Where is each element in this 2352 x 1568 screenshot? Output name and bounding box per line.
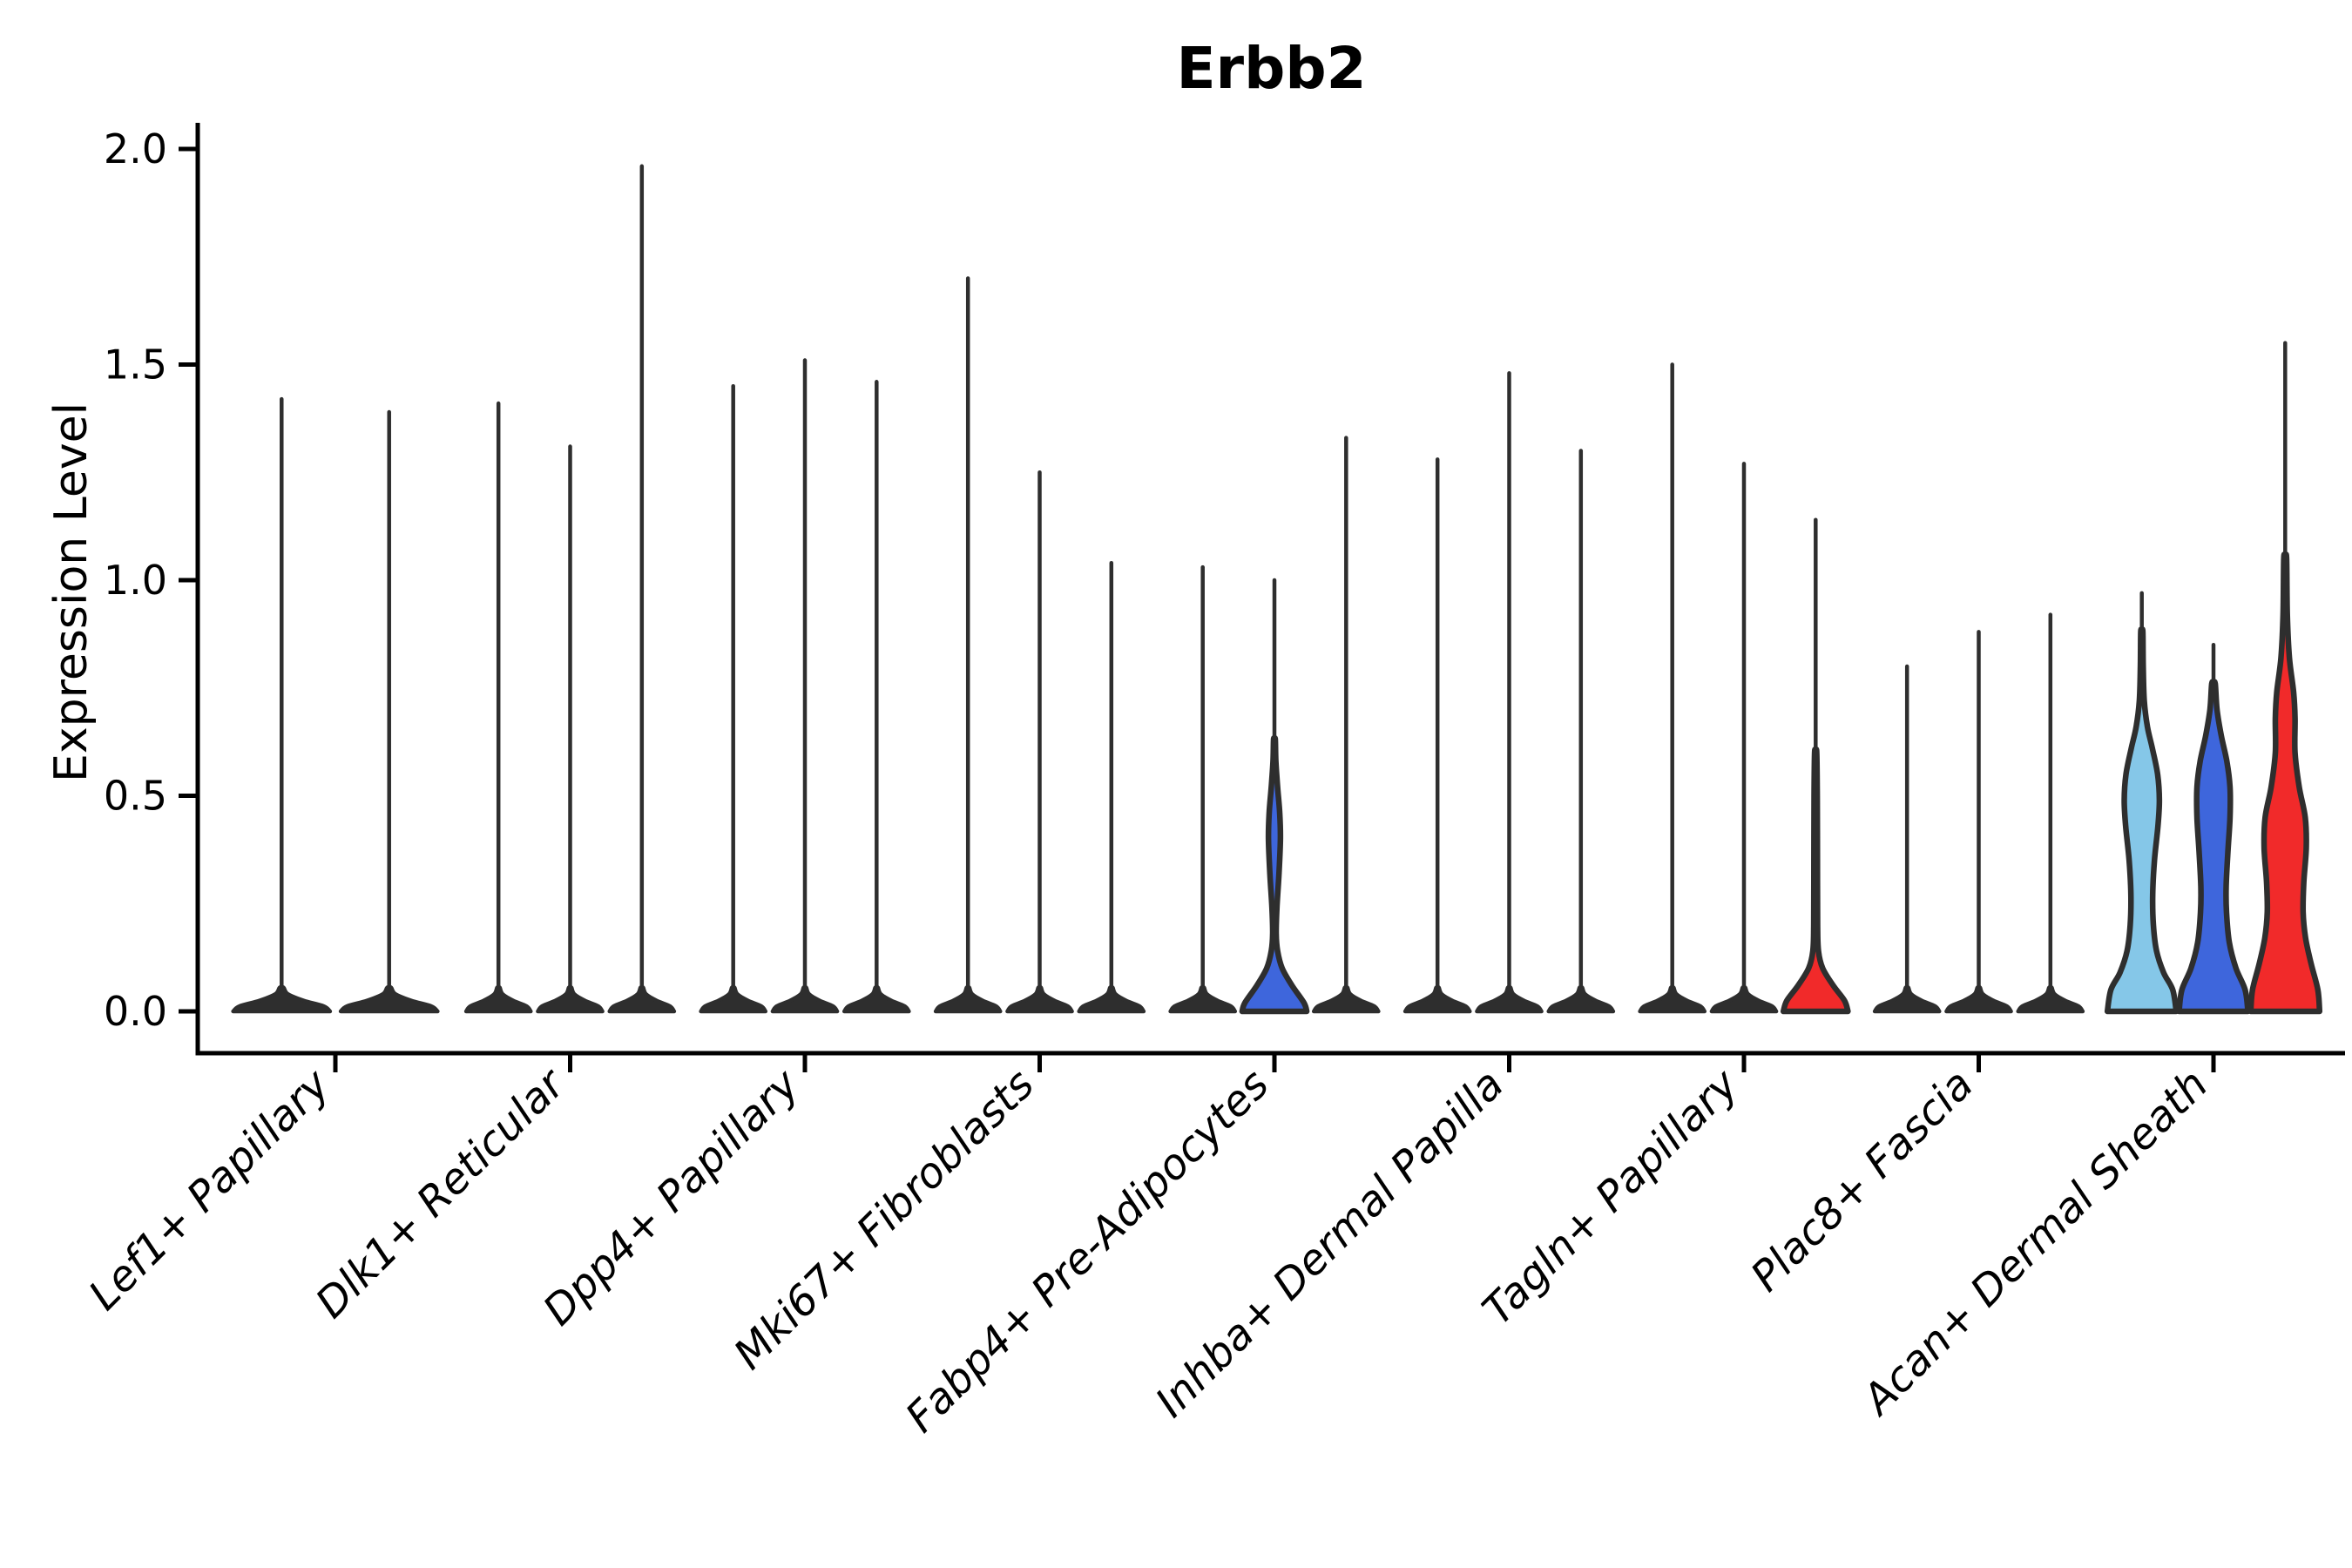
violin-body-4-0: [1168, 984, 1238, 1014]
violin-body-7-0: [1872, 984, 1942, 1014]
violin-body-8-1: [2176, 679, 2251, 1015]
violin-body-5-1: [1475, 984, 1544, 1014]
violin-body-2-0: [699, 984, 768, 1014]
violin-body-1-2: [607, 984, 677, 1014]
violin-body-5-0: [1402, 984, 1472, 1014]
violin-body-1-0: [463, 984, 533, 1014]
x-tick-label: Tagln+ Papillary: [1473, 1059, 1748, 1335]
violin-body-6-1: [1709, 984, 1779, 1014]
violin-body-8-2: [2247, 551, 2323, 1015]
violin-body-3-2: [1077, 984, 1146, 1014]
violin-body-6-0: [1638, 984, 1707, 1014]
violin-body-2-2: [841, 984, 911, 1014]
violin-body-7-2: [2016, 984, 2085, 1014]
violin-body-7-1: [1944, 984, 2013, 1014]
y-tick-label: 1.0: [104, 557, 167, 604]
y-tick-label: 0.0: [104, 988, 167, 1035]
violin-body-0-1: [338, 984, 440, 1014]
y-tick-label: 1.5: [104, 341, 167, 389]
violin-body-5-2: [1546, 984, 1616, 1014]
y-tick-label: 0.5: [104, 773, 167, 820]
chart-title: Erbb2: [1176, 35, 1367, 102]
y-tick-label: 2.0: [104, 125, 167, 172]
x-tick-label: Lef1+ Papillary: [79, 1059, 340, 1320]
x-tick-label: Dpp4+ Papillary: [534, 1059, 809, 1335]
violin-body-6-2: [1780, 747, 1851, 1015]
x-tick-label: Plac8+ Fascia: [1741, 1060, 1983, 1301]
violin-body-4-1: [1239, 735, 1310, 1015]
x-tick-label: Dlk1+ Reticular: [307, 1058, 577, 1328]
violin-body-3-0: [933, 984, 1003, 1014]
violin-body-2-1: [770, 984, 840, 1014]
violin-body-8-0: [2104, 626, 2180, 1015]
violin-body-1-1: [536, 984, 605, 1014]
violin-body-3-1: [1005, 984, 1074, 1014]
violin-body-0-0: [231, 984, 333, 1014]
violin-body-4-2: [1311, 984, 1381, 1014]
